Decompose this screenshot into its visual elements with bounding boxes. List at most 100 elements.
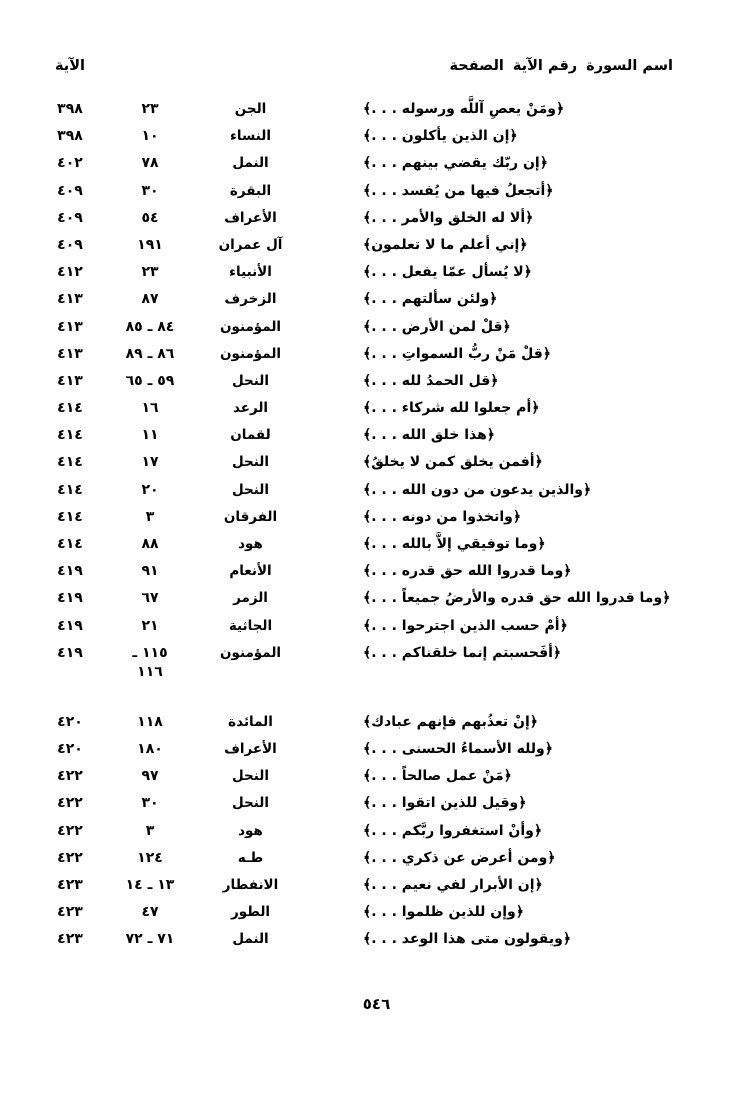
ayah-number-line-2: ١١٦ (137, 663, 163, 680)
verse-text: ﴿إنْ تعذُبهم فإنهم عبادك﴾ (363, 713, 538, 730)
surah-name: النحل (232, 795, 269, 812)
table-row[interactable]: ﴿قل الحمدُ لله . . .﴾ النحل ٥٩ ـ ٦٥ ٤١٣ (57, 372, 693, 399)
column-header-group: اسم السورة رقم الآية الصفحة (450, 58, 674, 74)
verse-text: ﴿وما قدروا الله حق قدره . . .﴾ (363, 563, 572, 580)
table-row[interactable]: ﴿إنْ تعذُبهم فإنهم عبادك﴾ المائدة ١١٨ ٤٢٠ (57, 713, 693, 740)
ayah-number: ٣ (145, 822, 155, 839)
surah-name: هود (238, 536, 263, 552)
page-number: ٤٢٠ (57, 740, 83, 757)
ayah-number: ٩١ (141, 563, 159, 580)
page-number: ٤٢٣ (57, 931, 83, 948)
surah-name: الطور (230, 904, 271, 921)
verse-text: ﴿ومن أعرض عن ذكري . . .﴾ (363, 849, 556, 866)
verse-text: ﴿ومَنْ يعصِ آللَّه ورسوله . . .﴾ (363, 101, 565, 117)
verse-text: ﴿أتجعلُ فيها من يُفسد . . .﴾ (363, 182, 554, 199)
table-row[interactable]: ﴿ومَنْ يعصِ آللَّه ورسوله . . .﴾ الجن ٢٣ ٣٩… (57, 100, 693, 127)
surah-name: المؤمنون (219, 318, 282, 335)
surah-name: الزمر (233, 590, 268, 607)
table-row[interactable]: ﴿وما قدروا الله حق قدره . . .﴾ الأنعام ٩١ ٤… (57, 562, 693, 589)
table-row[interactable]: ﴿إن الذين يأكلون . . .﴾ النساء ١٠ ٣٩٨ (57, 127, 693, 154)
ayah-number: ١١٥ ـ ١١٦ (107, 645, 193, 680)
surah-name: الجن (234, 101, 267, 117)
surah-name: الفرقان (223, 508, 278, 525)
surah-name: الانفطار (222, 876, 279, 893)
table-row[interactable]: ﴿أتجعلُ فيها من يُفسد . . .﴾ البقرة ٣٠ ٤٠٩ (57, 182, 693, 209)
surah-name: الأعراف (224, 740, 277, 757)
ayah-number: ٨٦ ـ ٨٩ (125, 345, 175, 362)
verse-text: ﴿أمْ حسب الذين اجترحوا . . .﴾ (363, 617, 568, 634)
ayah-number: ٩٧ (141, 768, 159, 785)
ayah-number: ٢٣ (141, 101, 159, 117)
surah-name: الأعراف (224, 209, 277, 226)
table-row[interactable]: ﴿أفَحسبتم إنما خلقناكم . . .﴾ المؤمنون ١١٥… (57, 644, 693, 694)
page-number: ٤٢٢ (57, 822, 83, 839)
verse-text: ﴿والذين يدعون من دون الله . . .﴾ (363, 481, 592, 498)
table-row[interactable]: ﴿قلْ لمن الأرض . . .﴾ المؤمنون ٨٤ ـ ٨٥ ٤١٣ (57, 318, 693, 345)
table-row[interactable]: ﴿ويقولون متى هذا الوعد . . .﴾ النمل ٧١ ـ ٧… (57, 930, 693, 957)
page-number: ٤٢٣ (57, 904, 83, 921)
table-row[interactable]: ﴿قلْ مَنْ ربُّ السمواتِ . . .﴾ المؤمنون ٨٦… (57, 345, 693, 372)
verse-text: ﴿إني أعلم ما لا تعلمون﴾ (363, 236, 528, 253)
page-number: ٤١٤ (57, 427, 83, 444)
ayah-number: ١١٨ (137, 713, 163, 730)
page-number: ٤١٩ (57, 617, 83, 634)
ayah-number-line-1: ١١٥ ـ (132, 644, 168, 661)
page-number: ٤١٣ (57, 318, 83, 335)
ayah-number: ١٠ (141, 128, 159, 145)
table-row[interactable]: ﴿أفمن يخلق كمن لا يخلقُ﴾ النحل ١٧ ٤١٤ (57, 453, 693, 480)
table-row[interactable]: ﴿إن ربّك يقضي بينهم . . .﴾ النمل ٧٨ ٤٠٢ (57, 154, 693, 181)
verse-text: ﴿واتخذوا من دونه . . .﴾ (363, 508, 522, 525)
surah-name: طـه (237, 849, 264, 866)
table-header: الآية اسم السورة رقم الآية الصفحة (55, 58, 693, 84)
table-row[interactable]: ﴿هذا خلق الله . . .﴾ لقمان ١١ ٤١٤ (57, 426, 693, 453)
table-row[interactable]: ﴿لا يُسأل عمّا يفعل . . .﴾ الأنبياء ٢٣ ٤١٢ (57, 263, 693, 290)
ayah-number: ٨٤ ـ ٨٥ (125, 318, 175, 335)
page-number: ٣٩٨ (57, 101, 83, 117)
page-number: ٣٩٨ (57, 128, 83, 145)
ayah-number: ٢١ (141, 617, 159, 634)
table-row[interactable]: ﴿ومن أعرض عن ذكري . . .﴾ طـه ١٢٤ ٤٢٢ (57, 849, 693, 876)
table-row[interactable]: ﴿مَنْ عمل صالحاً . . .﴾ النحل ٩٧ ٤٢٢ (57, 767, 693, 794)
verse-text: ﴿ولئن سألتهم . . .﴾ (363, 291, 498, 308)
page-number: ٤١٢ (57, 264, 83, 281)
verse-text: ﴿ولله الأسماءُ الحسنى . . .﴾ (363, 740, 553, 757)
ayah-number: ٧٨ (141, 155, 159, 172)
ayah-number: ٥٩ ـ ٦٥ (125, 372, 175, 389)
table-row[interactable]: ﴿وما توفيقي إلاَّ بالله . . .﴾ هود ٨٨ ٤١٤ (57, 535, 693, 562)
column-header-ayah-number: رقم الآية (512, 58, 578, 74)
table-row[interactable]: ﴿ولله الأسماءُ الحسنى . . .﴾ الأعراف ١٨٠ ٤٢… (57, 740, 693, 767)
surah-name: النحل (232, 454, 269, 471)
ayah-number: ١٧ (141, 454, 159, 471)
page-number: ٤٢٢ (57, 795, 83, 812)
ayah-number: ١٢٤ (137, 849, 163, 866)
table-row[interactable]: ﴿ولئن سألتهم . . .﴾ الزخرف ٨٧ ٤١٣ (57, 290, 693, 317)
table-row[interactable]: ﴿أمْ حسب الذين اجترحوا . . .﴾ الجاثية ٢١ ٤١… (57, 617, 693, 644)
table-row[interactable]: ﴿أم جعلوا لله شركاء . . .﴾ الرعد ١٦ ٤١٤ (57, 399, 693, 426)
table-row[interactable]: ﴿إني أعلم ما لا تعلمون﴾ آل عمران ١٩١ ٤٠٩ (57, 236, 693, 263)
verse-text: ﴿قلْ لمن الأرض . . .﴾ (363, 318, 511, 335)
ayah-number: ١٨٠ (137, 740, 163, 757)
verse-text: ﴿وقيل للذين اتقوا . . .﴾ (363, 795, 527, 812)
verse-text: ﴿هذا خلق الله . . .﴾ (363, 427, 496, 444)
table-row[interactable]: ﴿وإن للذين ظلموا . . .﴾ الطور ٤٧ ٤٢٣ (57, 903, 693, 930)
page-number: ٤١٣ (57, 345, 83, 362)
table-row[interactable]: ﴿وقيل للذين اتقوا . . .﴾ النحل ٣٠ ٤٢٢ (57, 794, 693, 821)
index-group: ﴿ومَنْ يعصِ آللَّه ورسوله . . .﴾ الجن ٢٣ ٣٩… (57, 100, 693, 694)
table-row[interactable]: ﴿وأنْ استغفروا ربَّكم . . .﴾ هود ٣ ٤٢٢ (57, 822, 693, 849)
table-row[interactable]: ﴿واتخذوا من دونه . . .﴾ الفرقان ٣ ٤١٤ (57, 508, 693, 535)
verse-text: ﴿مَنْ عمل صالحاً . . .﴾ (363, 768, 512, 785)
page-number: ٤٢٠ (57, 713, 83, 730)
surah-name: المؤمنون (219, 345, 282, 362)
page-number: ٤١٤ (57, 536, 83, 552)
ayah-number: ٣٠ (141, 182, 159, 199)
verse-text: ﴿وما قدروا الله حق قدره والأرضُ جميعاً .… (363, 590, 671, 607)
table-row[interactable]: ﴿إن الأبرار لفي نعيم . . .﴾ الانفطار ١٣ ـ … (57, 876, 693, 903)
surah-name: النساء (230, 128, 271, 145)
table-row[interactable]: ﴿ألا له الخلق والأمر . . .﴾ الأعراف ٥٤ ٤٠٩ (57, 209, 693, 236)
ayah-number: ١٦ (141, 400, 159, 417)
ayah-number: ١١ (141, 427, 159, 444)
page-number: ٤١٤ (57, 481, 83, 498)
table-row[interactable]: ﴿والذين يدعون من دون الله . . .﴾ النحل ٢٠ ٤… (57, 481, 693, 508)
ayah-number: ٧١ ـ ٧٢ (125, 931, 175, 948)
table-row[interactable]: ﴿وما قدروا الله حق قدره والأرضُ جميعاً .… (57, 589, 693, 616)
